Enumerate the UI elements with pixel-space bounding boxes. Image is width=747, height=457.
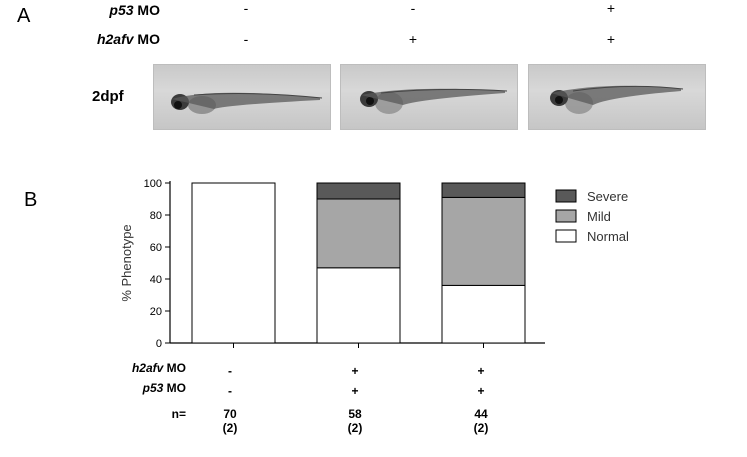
p53-mo-row-label: p53 MO <box>0 2 160 18</box>
legend-swatch-mild <box>555 209 577 223</box>
embryo-image-h2afv-mo <box>340 64 518 130</box>
y-tick-label-1: 20 <box>150 306 162 318</box>
a-p53-sign-1: - <box>243 0 249 16</box>
n-label: n= <box>171 407 186 421</box>
y-tick-label-5: 100 <box>144 178 162 190</box>
b-h2afv-sign-2: + <box>351 364 359 378</box>
n-count-1: 70 <box>223 407 237 421</box>
phenotype-chart-svg: 0 20 40 60 80 100 % Phenotype Severe Mild Normal <box>119 178 629 350</box>
a-p53-sign-2: - <box>410 0 416 16</box>
b-p53-mo-label: p53 MO <box>86 381 186 395</box>
bar-mild-3 <box>441 196 526 286</box>
p53-mo-suffix: MO <box>133 2 160 18</box>
a-h2afv-sign-3: + <box>606 31 616 47</box>
bar-normal-1 <box>191 182 276 344</box>
n-sub-3: (2) <box>473 421 489 435</box>
b-p53-gene-name: p53 <box>142 381 164 395</box>
h2afv-mo-row-label: h2afv MO <box>0 31 160 47</box>
n-value-1: 70 (2) <box>210 407 250 435</box>
h2afv-mo-suffix: MO <box>133 31 160 47</box>
bar-severe-2 <box>316 182 401 200</box>
n-count-3: 44 <box>474 407 488 421</box>
embryo-image-control <box>153 64 331 130</box>
bar-normal-3 <box>441 284 526 344</box>
b-h2afv-sign-1: - <box>228 364 232 378</box>
panel-b-label: B <box>24 189 38 211</box>
b-p53-sign-1: - <box>228 384 232 398</box>
n-count-2: 58 <box>348 407 362 421</box>
n-sub-2: (2) <box>347 421 363 435</box>
p53-gene-name: p53 <box>109 2 134 18</box>
phenotype-chart: 0 20 40 60 80 100 % Phenotype Severe Mild Normal <box>0 160 747 360</box>
h2afv-gene-name: h2afv <box>96 31 134 47</box>
bar-normal-2 <box>316 267 401 344</box>
stage-label: 2dpf <box>92 88 124 105</box>
y-tick-label-3: 60 <box>150 242 162 254</box>
legend-label-normal: Normal <box>587 229 629 244</box>
y-tick-label-4: 80 <box>150 210 162 222</box>
y-tick-label-0: 0 <box>156 338 162 350</box>
b-h2afv-sign-3: + <box>477 364 485 378</box>
legend-swatch-severe <box>555 189 577 203</box>
b-h2afv-mo-label: h2afv MO <box>86 361 186 375</box>
n-value-2: 58 (2) <box>335 407 375 435</box>
bar-severe-3 <box>441 182 526 198</box>
b-p53-mo-suffix: MO <box>163 381 186 395</box>
legend-label-severe: Severe <box>587 189 628 204</box>
a-h2afv-sign-1: - <box>243 31 249 47</box>
b-p53-sign-3: + <box>477 384 485 398</box>
b-p53-sign-2: + <box>351 384 359 398</box>
a-p53-sign-3: + <box>606 0 616 16</box>
legend-label-mild: Mild <box>587 209 611 224</box>
panel-a-label: A <box>17 5 31 27</box>
n-value-3: 44 (2) <box>461 407 501 435</box>
n-sub-1: (2) <box>222 421 238 435</box>
a-h2afv-sign-2: + <box>408 31 418 47</box>
legend-swatch-normal <box>555 229 577 243</box>
b-h2afv-mo-suffix: MO <box>163 361 186 375</box>
y-axis-label: % Phenotype <box>119 224 134 301</box>
bar-mild-2 <box>316 198 401 269</box>
b-h2afv-gene-name: h2afv <box>131 361 164 375</box>
y-tick-label-2: 40 <box>150 274 162 286</box>
embryo-image-h2afv-p53-mo <box>528 64 706 130</box>
